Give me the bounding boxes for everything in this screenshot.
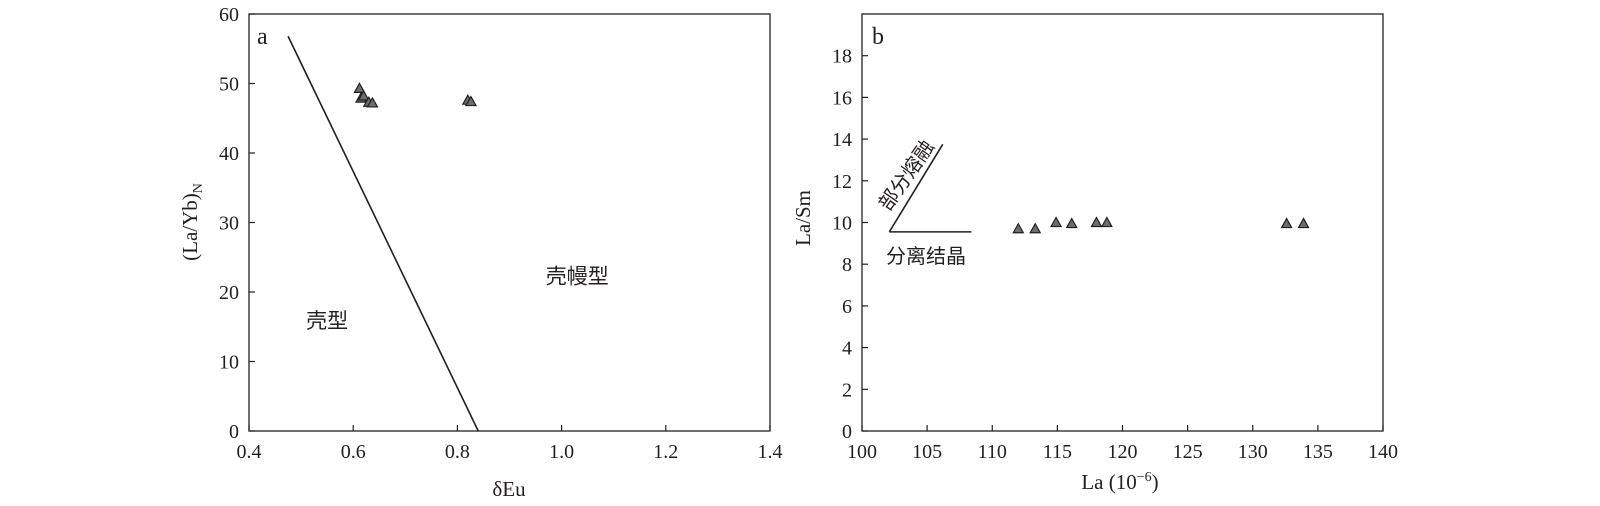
y-tick-label: 40 <box>219 143 239 165</box>
x-tick-label: 125 <box>1173 441 1203 463</box>
x-tick-label: 1.4 <box>758 441 783 463</box>
y-tick-label: 60 <box>219 4 239 26</box>
x-tick-label: 120 <box>1108 441 1138 463</box>
panel-a-x-axis-title: δEu <box>492 477 526 501</box>
y-tick-label: 50 <box>219 74 239 96</box>
x-tick-label: 0.4 <box>237 441 262 463</box>
y-tick-label: 16 <box>832 87 852 109</box>
panel-b-label: b <box>872 24 884 50</box>
partial-melting-trend-line <box>888 143 944 233</box>
panel-a-frame <box>248 13 771 432</box>
panel-a-tick-labels: 0.4 0.6 0.8 1.0 1.2 1.4 0 10 20 30 40 50 60 <box>219 4 783 463</box>
panel-b-tick-labels: 100 105 110 115 120 125 130 135 140 0 2 4 6 8 10 12 14 16… <box>832 46 1398 463</box>
x-tick-label: 110 <box>978 441 1007 463</box>
y-tick-label: 4 <box>842 338 852 360</box>
y-tick-label: 18 <box>832 46 852 68</box>
data-point-triangle <box>464 95 477 107</box>
x-tick-label: 1.2 <box>653 441 678 463</box>
y-tick-label: 20 <box>219 282 239 304</box>
y-tick-label: 10 <box>219 352 239 374</box>
data-point-triangle <box>353 82 366 93</box>
panel-a-y-axis-title-main: (La/Yb) <box>178 193 202 261</box>
x-tick-label: 100 <box>847 441 877 463</box>
panel-a: 0.4 0.6 0.8 1.0 1.2 1.4 0 10 20 30 40 50 60 a 壳型 壳幔型… <box>178 4 783 501</box>
panel-a-y-axis-title: (La/Yb)N <box>178 183 206 261</box>
data-point-triangle <box>1100 216 1113 228</box>
panel-b-x-axis-title-superscript: −6 <box>1137 470 1152 485</box>
y-tick-label: 10 <box>832 213 852 235</box>
data-point-triangle <box>366 96 379 108</box>
panel-a-boundary-line <box>287 35 479 432</box>
data-point-triangle <box>1029 222 1042 234</box>
data-point-triangle <box>1297 217 1310 229</box>
x-tick-label: 115 <box>1043 441 1072 463</box>
x-tick-label: 1.0 <box>549 441 574 463</box>
x-tick-label: 0.6 <box>341 441 366 463</box>
panel-b-x-axis-title: La (10−6) <box>1081 470 1158 494</box>
panel-b-x-axis-title-suffix: ) <box>1152 470 1159 494</box>
y-tick-label: 30 <box>219 213 239 235</box>
region-label-crust: 壳型 <box>306 309 348 333</box>
region-label-crust-mantle: 壳幔型 <box>546 265 609 289</box>
data-point-triangle <box>357 89 370 101</box>
data-point-triangle <box>1280 217 1293 229</box>
x-tick-label: 105 <box>912 441 942 463</box>
data-point-triangle <box>1012 222 1025 234</box>
data-point-triangle <box>1050 216 1063 228</box>
y-tick-label: 14 <box>832 129 852 151</box>
x-tick-label: 0.8 <box>445 441 470 463</box>
fractional-crystallization-label: 分离结晶 <box>886 244 966 268</box>
y-tick-label: 8 <box>842 254 852 276</box>
x-tick-label: 140 <box>1368 441 1398 463</box>
x-tick-label: 130 <box>1238 441 1268 463</box>
y-tick-label: 2 <box>842 379 852 401</box>
panel-b-data-points <box>1012 216 1310 234</box>
data-point-triangle <box>1090 216 1103 228</box>
y-tick-label: 0 <box>229 421 239 443</box>
y-tick-label: 12 <box>832 171 852 193</box>
panel-b-x-axis-title-main: La (10 <box>1081 470 1136 494</box>
panel-b-y-axis-title: La/Sm <box>791 190 815 246</box>
x-tick-label: 135 <box>1303 441 1333 463</box>
panel-a-y-axis-title-subscript: N <box>191 183 206 193</box>
panel-a-data-points <box>353 82 477 108</box>
data-point-triangle <box>1065 217 1078 229</box>
panel-b: 100 105 110 115 120 125 130 135 140 0 2 4 6 8 10 12 14 16… <box>791 13 1398 494</box>
y-tick-label: 6 <box>842 296 852 318</box>
panel-a-label: a <box>257 24 268 50</box>
y-tick-label: 0 <box>842 421 852 443</box>
panel-b-ticks <box>861 55 1384 432</box>
panel-a-ticks <box>248 13 771 432</box>
